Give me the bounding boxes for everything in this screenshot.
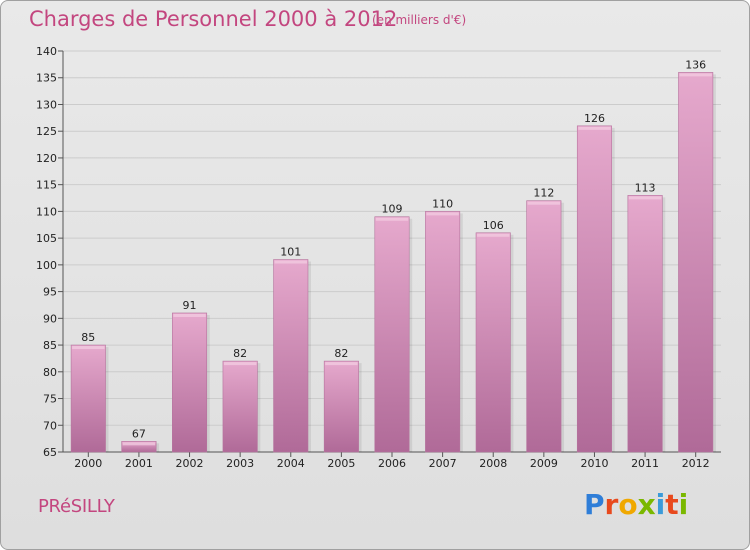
x-tick-label-2001: 2001 [125, 457, 153, 470]
bar-highlight [628, 196, 662, 200]
x-tick-label-2008: 2008 [479, 457, 507, 470]
y-tick-label: 115 [36, 179, 57, 192]
logo-letter: t [665, 488, 679, 521]
data-label-2004: 101 [280, 246, 301, 259]
logo-letter: i [655, 488, 666, 521]
y-tick-label: 65 [43, 446, 57, 459]
bar-2010 [576, 125, 612, 453]
x-tick-label-2011: 2011 [631, 457, 659, 470]
logo-letter: o [618, 488, 638, 521]
bar-2011 [627, 195, 663, 453]
bar-2012 [678, 72, 714, 453]
y-tick-label: 105 [36, 232, 57, 245]
data-label-2002: 91 [183, 299, 197, 312]
x-tick-label-2007: 2007 [429, 457, 457, 470]
bar-highlight [223, 362, 257, 366]
data-label-2003: 82 [233, 347, 247, 360]
data-label-2005: 82 [334, 347, 348, 360]
bar-2007 [425, 211, 461, 453]
bar-highlight [426, 212, 459, 216]
y-tick-label: 125 [36, 125, 57, 138]
y-tick-label: 110 [36, 205, 57, 218]
x-tick-label-2005: 2005 [327, 457, 355, 470]
bar-2005 [323, 360, 359, 453]
bar-2008 [475, 232, 511, 453]
commune-name: PRéSILLY [38, 496, 115, 517]
bar-2003 [222, 360, 258, 453]
y-tick-label: 90 [43, 312, 57, 325]
bars [70, 72, 716, 453]
chart-title: Charges de Personnel 2000 à 2012 [29, 7, 398, 31]
bar-highlight [274, 260, 307, 264]
data-label-2001: 67 [132, 427, 146, 440]
x-tick-label-2010: 2010 [580, 457, 608, 470]
bar-2001 [121, 441, 157, 453]
x-tick-label-2009: 2009 [530, 457, 558, 470]
logo-letter: P [584, 488, 605, 521]
bar-2000 [70, 344, 106, 453]
y-tick-label: 95 [43, 286, 57, 299]
bar-highlight [477, 233, 510, 237]
data-label-2006: 109 [382, 203, 403, 216]
y-tick-label: 135 [36, 72, 57, 85]
data-label-2008: 106 [483, 219, 504, 232]
y-tick-label: 100 [36, 259, 57, 272]
x-tick-label-2012: 2012 [682, 457, 710, 470]
bar-highlight [325, 362, 358, 366]
data-label-2000: 85 [81, 331, 95, 344]
data-label-2010: 126 [584, 112, 605, 125]
bar-2009 [526, 200, 562, 453]
bar-highlight [375, 217, 409, 221]
bar-highlight [72, 346, 105, 350]
data-label-2009: 112 [533, 187, 554, 200]
y-tick-label: 130 [36, 98, 57, 111]
x-tick-label-2000: 2000 [74, 457, 102, 470]
data-label-2011: 113 [635, 181, 656, 194]
x-tick-label-2002: 2002 [176, 457, 204, 470]
bar-2004 [273, 259, 309, 453]
y-tick-label: 85 [43, 339, 57, 352]
y-tick-label: 75 [43, 393, 57, 406]
bar-highlight [527, 201, 561, 205]
logo-letter: x [637, 488, 656, 521]
proxiti-logo: Proxiti [584, 488, 688, 521]
y-tick-label: 120 [36, 152, 57, 165]
bar-highlight [173, 313, 206, 317]
bar-highlight [679, 73, 712, 77]
y-tick-label: 80 [43, 366, 57, 379]
bar-2002 [172, 312, 208, 453]
data-labels: 85 67 91 82 101 82 109 110 106 112 126 113 136 [81, 58, 706, 440]
bar-highlight [578, 126, 611, 130]
data-label-2007: 110 [432, 197, 453, 210]
x-tick-label-2003: 2003 [226, 457, 254, 470]
y-tick-label: 140 [36, 45, 57, 58]
x-tick-label-2004: 2004 [277, 457, 305, 470]
data-label-2012: 136 [685, 58, 706, 71]
y-tick-label: 70 [43, 419, 57, 432]
bar-2006 [374, 216, 410, 453]
x-tick-label-2006: 2006 [378, 457, 406, 470]
logo-letter: i [678, 488, 689, 521]
logo-letter: r [604, 488, 619, 521]
bar-highlight [122, 442, 156, 446]
chart-subtitle: (en milliers d'€) [372, 13, 467, 27]
